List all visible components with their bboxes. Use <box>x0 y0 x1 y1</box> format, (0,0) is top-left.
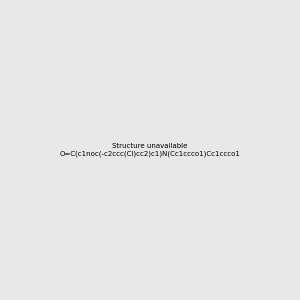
Text: Structure unavailable
O=C(c1noc(-c2ccc(Cl)cc2)c1)N(Cc1ccco1)Cc1ccco1: Structure unavailable O=C(c1noc(-c2ccc(C… <box>60 143 240 157</box>
